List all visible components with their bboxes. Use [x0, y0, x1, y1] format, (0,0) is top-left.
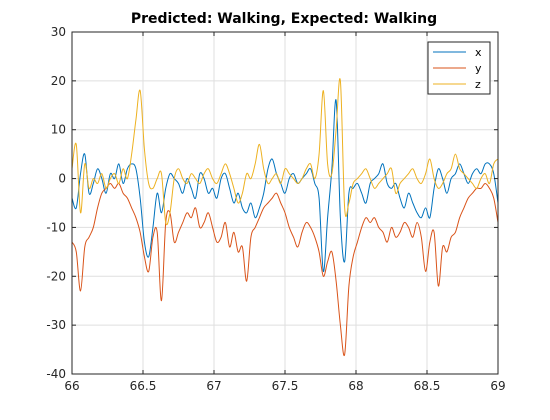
- series-layer: [71, 78, 499, 357]
- ticks: 66 66.5 67 67.5 68 68.5 69 30 20 10 0 -10 -20 -30 -40: [46, 25, 505, 393]
- y-tick-label: 30: [51, 25, 66, 39]
- x-tick-label: 66: [64, 379, 79, 393]
- series-line-y: [71, 182, 499, 357]
- legend-label-y: y: [475, 62, 482, 75]
- y-tick-label: -40: [46, 367, 66, 381]
- series-line-z: [71, 78, 499, 226]
- y-tick-label: 10: [51, 123, 66, 137]
- y-tick-label: -30: [46, 318, 66, 332]
- x-tick-label: 69: [490, 379, 505, 393]
- legend-label-z: z: [475, 78, 481, 91]
- x-tick-label: 67.5: [272, 379, 299, 393]
- x-tick-label: 68: [348, 379, 363, 393]
- x-tick-label: 67: [206, 379, 221, 393]
- y-tick-label: -20: [46, 269, 66, 283]
- y-tick-label: 20: [51, 74, 66, 88]
- series-line-x: [71, 99, 499, 272]
- legend: xyz: [427, 41, 491, 95]
- y-tick-label: 0: [58, 172, 66, 186]
- x-tick-label: 66.5: [130, 379, 157, 393]
- y-tick-label: -10: [46, 220, 66, 234]
- chart-title: Predicted: Walking, Expected: Walking: [131, 11, 437, 27]
- legend-label-x: x: [475, 46, 482, 59]
- x-tick-label: 68.5: [414, 379, 441, 393]
